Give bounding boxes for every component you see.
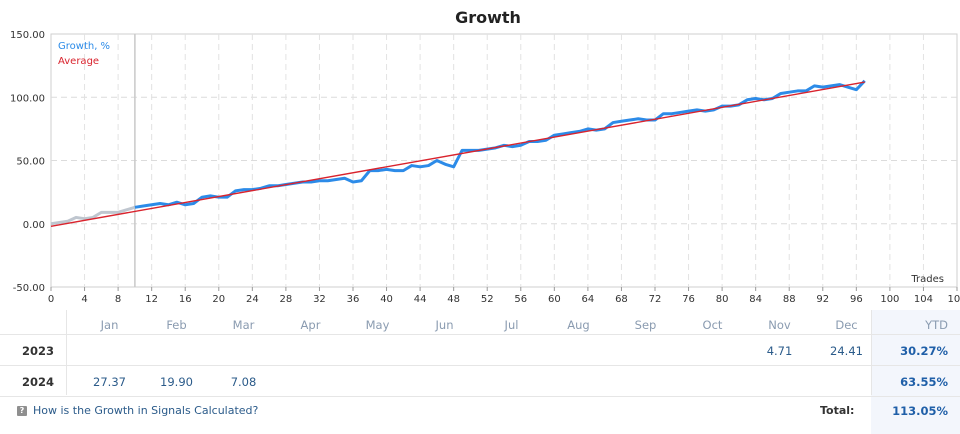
month-header-jul: Jul [504, 318, 519, 332]
month-header-sep: Sep [634, 318, 657, 332]
ytd-value: 63.55% [900, 375, 948, 389]
table-row-2024: 2024 63.55% 27.37 19.90 7.08 [0, 366, 960, 397]
month-header-apr: Apr [300, 318, 321, 332]
month-header-oct: Oct [702, 318, 723, 332]
x-tick-label: 56 [514, 294, 527, 305]
x-tick-label: 44 [414, 294, 427, 305]
y-tick-label: 50.00 [16, 157, 45, 168]
x-axis-label: Trades [910, 274, 944, 285]
total-value: 113.05% [892, 404, 948, 418]
x-tick-label: 52 [481, 294, 494, 305]
x-tick-label: 40 [380, 294, 393, 305]
x-tick-label: 84 [749, 294, 762, 305]
ytd-column-background [871, 310, 960, 434]
x-tick-label: 108 [947, 294, 960, 305]
month-value-dec: 24.41 [830, 344, 863, 358]
x-tick-label: 92 [816, 294, 829, 305]
y-tick-label: 150.00 [10, 30, 45, 41]
x-tick-label: 8 [115, 294, 121, 305]
ytd-value: 30.27% [900, 344, 948, 358]
total-label: Total: [820, 404, 855, 417]
x-tick-label: 88 [783, 294, 796, 305]
month-value-mar: 7.08 [230, 375, 257, 389]
x-tick-label: 76 [682, 294, 695, 305]
x-axis-ticks: 0 4 8 12 16 20 24 28 32 36 40 44 48 52 56 60 64 68 72 76 80 8… [48, 287, 960, 305]
table-header-row: YTD Jan Feb Mar Apr May Jun Jul Aug Sep Oct Nov Dec [0, 310, 960, 335]
x-tick-label: 12 [145, 294, 158, 305]
x-tick-label: 0 [48, 294, 54, 305]
x-tick-label: 4 [81, 294, 87, 305]
y-tick-label: 100.00 [10, 93, 45, 104]
month-value-feb: 19.90 [160, 375, 193, 389]
table-divider [66, 310, 67, 395]
month-header-feb: Feb [166, 318, 187, 332]
table-divider [871, 310, 872, 395]
year-label: 2024 [22, 375, 55, 389]
x-tick-label: 64 [582, 294, 595, 305]
month-value-jan: 27.37 [93, 375, 126, 389]
average-line [50, 81, 865, 227]
month-header-nov: Nov [768, 318, 791, 332]
x-tick-label: 60 [548, 294, 561, 305]
x-tick-label: 48 [447, 294, 460, 305]
table-row-2023: 2023 30.27% 4.71 24.41 [0, 335, 960, 366]
help-icon: ? [17, 405, 27, 416]
y-tick-label: 0.00 [23, 220, 45, 231]
month-header-dec: Dec [835, 318, 858, 332]
x-tick-label: 96 [850, 294, 863, 305]
x-tick-label: 20 [212, 294, 225, 305]
month-header-jun: Jun [435, 318, 454, 332]
x-tick-label: 100 [880, 294, 899, 305]
x-tick-label: 104 [914, 294, 933, 305]
year-label: 2023 [22, 344, 55, 358]
y-tick-label: -50.00 [13, 283, 45, 294]
table-footer-row: ? How is the Growth in Signals Calculate… [0, 397, 960, 424]
legend-average: Average [58, 56, 99, 67]
month-header-jan: Jan [100, 318, 119, 332]
growth-calculation-link[interactable]: ? How is the Growth in Signals Calculate… [17, 404, 258, 417]
month-value-nov: 4.71 [766, 344, 793, 358]
x-tick-label: 24 [246, 294, 259, 305]
x-tick-label: 32 [313, 294, 326, 305]
x-tick-label: 80 [716, 294, 729, 305]
x-tick-label: 16 [179, 294, 192, 305]
month-header-mar: Mar [232, 318, 255, 332]
ytd-header: YTD [925, 318, 948, 332]
month-header-aug: Aug [567, 318, 590, 332]
chart-title: Growth [455, 8, 521, 27]
chart-series [50, 79, 866, 227]
y-axis-ticks: -50.00 0.00 50.00 100.00 150.00 [10, 30, 45, 294]
growth-calculation-link-text[interactable]: How is the Growth in Signals Calculated? [33, 404, 259, 417]
growth-line-previous-period [50, 205, 136, 226]
x-tick-label: 28 [280, 294, 293, 305]
x-tick-label: 72 [649, 294, 662, 305]
x-tick-label: 68 [615, 294, 628, 305]
grid-lines [51, 34, 957, 287]
legend-growth: Growth, % [58, 41, 110, 52]
x-tick-label: 36 [347, 294, 360, 305]
month-header-may: May [365, 318, 390, 332]
